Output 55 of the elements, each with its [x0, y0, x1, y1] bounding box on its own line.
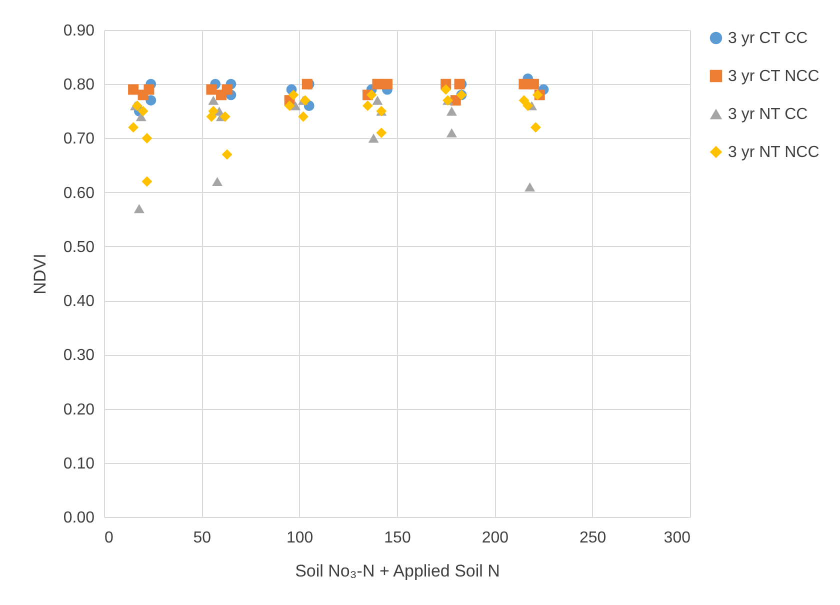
y-tick-label: 0.00 — [63, 510, 95, 526]
x-axis-title: Soil No₃-N + Applied Soil N — [295, 562, 500, 580]
point — [446, 128, 457, 138]
legend-label: 3 yr CT NCC — [728, 68, 820, 85]
point — [144, 84, 154, 95]
y-tick-label: 0.50 — [63, 238, 95, 256]
legend-label: 3 yr NT NCC — [728, 144, 820, 161]
point — [208, 96, 219, 105]
point — [366, 90, 377, 100]
y-tick-label: 0.80 — [63, 76, 95, 94]
point — [142, 132, 152, 144]
point — [208, 106, 219, 116]
point — [368, 134, 379, 143]
point — [212, 176, 223, 186]
point — [376, 128, 387, 138]
point — [440, 84, 452, 95]
y-tick-label: 0.30 — [63, 347, 95, 364]
point — [518, 78, 530, 90]
y-tick-label: 0.60 — [63, 184, 95, 202]
point — [222, 149, 232, 160]
y-tick-label: 0.20 — [63, 401, 95, 418]
x-tick-label: 50 — [193, 530, 212, 546]
point — [284, 100, 295, 111]
point — [528, 78, 539, 90]
point — [522, 100, 534, 111]
x-tick-label: 250 — [579, 530, 606, 546]
point — [134, 204, 144, 214]
x-tick-label: 0 — [104, 530, 114, 546]
y-axis-title: NDVI — [30, 254, 50, 294]
y-tick-label: 0.40 — [63, 293, 95, 310]
point — [446, 106, 457, 116]
point — [372, 96, 383, 105]
point — [128, 122, 139, 133]
x-tick-label: 300 — [664, 530, 691, 546]
point — [362, 100, 373, 111]
point — [372, 78, 383, 90]
x-tick-label: 150 — [384, 530, 411, 546]
legend-label: 3 yr CT CC — [728, 30, 808, 47]
point — [206, 84, 217, 95]
point — [138, 106, 148, 116]
point — [128, 84, 139, 95]
point — [524, 182, 536, 192]
point — [530, 122, 541, 133]
x-tick-label: 100 — [286, 530, 314, 546]
point — [288, 90, 299, 100]
point — [382, 78, 392, 90]
x-tick-label: 200 — [482, 530, 509, 546]
point — [142, 176, 152, 187]
y-tick-label: 0.70 — [63, 130, 95, 148]
point — [220, 111, 230, 122]
point — [222, 84, 232, 95]
point — [298, 111, 308, 122]
y-tick-label: 0.10 — [63, 455, 95, 472]
y-tick-label: 0.90 — [63, 22, 95, 40]
legend-label: 3 yr NT CC — [728, 106, 808, 123]
